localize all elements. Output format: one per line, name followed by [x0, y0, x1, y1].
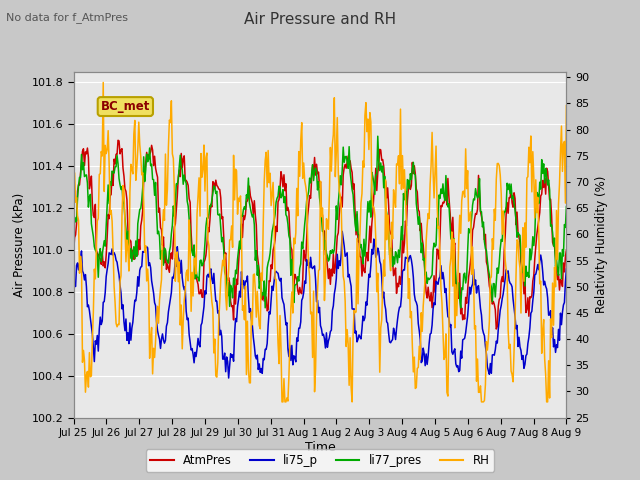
Text: BC_met: BC_met [100, 100, 150, 113]
Legend: AtmPres, li75_p, li77_pres, RH: AtmPres, li75_p, li77_pres, RH [146, 449, 494, 472]
Y-axis label: Air Pressure (kPa): Air Pressure (kPa) [13, 192, 26, 297]
Text: Air Pressure and RH: Air Pressure and RH [244, 12, 396, 27]
X-axis label: Time: Time [305, 441, 335, 454]
Y-axis label: Relativity Humidity (%): Relativity Humidity (%) [595, 176, 608, 313]
Text: No data for f_AtmPres: No data for f_AtmPres [6, 12, 129, 23]
